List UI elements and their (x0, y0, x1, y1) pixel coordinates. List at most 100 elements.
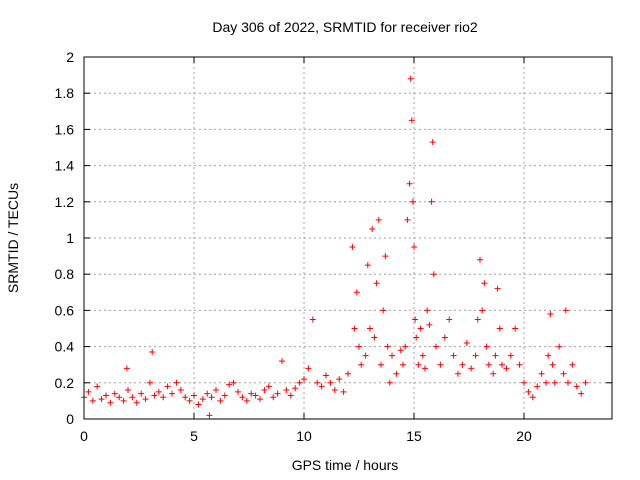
data-point (477, 256, 483, 263)
data-point (221, 392, 228, 399)
data-point (243, 397, 250, 404)
data-point (573, 383, 580, 390)
data-point (545, 352, 552, 359)
data-point (257, 396, 263, 403)
data-point (397, 347, 404, 354)
data-point (164, 383, 171, 390)
data-point (404, 216, 411, 223)
data-point (358, 361, 365, 368)
data-point (459, 361, 466, 368)
data-point (503, 365, 510, 372)
data-point (562, 307, 569, 314)
x-tick-label: 15 (406, 428, 422, 444)
data-point (296, 379, 303, 386)
data-point (367, 325, 373, 332)
data-point (549, 361, 556, 368)
data-point (206, 412, 213, 419)
data-point (323, 372, 329, 379)
data-point (474, 316, 481, 323)
data-point (305, 365, 312, 372)
data-point (169, 390, 175, 397)
y-tick-label: 1 (66, 230, 74, 246)
data-point (441, 334, 448, 341)
data-point (239, 394, 246, 401)
data-point (468, 365, 475, 372)
data-point (389, 352, 395, 359)
data-point (85, 388, 92, 395)
data-point (301, 376, 307, 383)
data-point (463, 339, 470, 346)
data-point (490, 370, 497, 377)
data-point (89, 397, 96, 404)
y-tick-label: 1.4 (55, 158, 75, 174)
data-point (402, 343, 409, 350)
data-point (400, 361, 406, 368)
data-point (204, 390, 211, 397)
data-point (309, 316, 316, 323)
data-point (261, 387, 268, 394)
data-point (412, 316, 419, 323)
data-point (94, 383, 101, 390)
data-point (279, 358, 285, 365)
data-point (407, 75, 414, 82)
data-point (371, 334, 378, 341)
data-point (428, 198, 435, 205)
data-point (252, 392, 259, 399)
data-point (492, 352, 499, 359)
data-point (111, 390, 118, 397)
data-point (411, 244, 417, 251)
data-point (186, 397, 193, 404)
data-point (349, 244, 356, 251)
data-point (560, 370, 567, 377)
data-point (551, 379, 558, 386)
data-point (543, 379, 549, 386)
data-point (195, 401, 202, 408)
data-point (149, 349, 156, 356)
data-point (107, 399, 114, 406)
y-tick-label: 0.6 (55, 302, 75, 318)
data-point (248, 390, 255, 397)
data-point (538, 370, 545, 377)
data-point (217, 397, 224, 404)
data-point (182, 394, 189, 401)
y-tick-label: 1.8 (55, 85, 75, 101)
data-point (499, 361, 505, 368)
plot-frame (83, 56, 613, 420)
data-point (340, 388, 347, 395)
data-point (327, 379, 334, 386)
y-tick-label: 0 (66, 411, 74, 427)
data-point (565, 379, 571, 386)
data-point (521, 379, 527, 386)
data-point (472, 352, 479, 359)
data-point (351, 325, 358, 332)
data-point (336, 376, 343, 383)
data-point (424, 307, 431, 314)
data-point (417, 325, 424, 332)
data-point (287, 392, 294, 399)
y-tick-label: 0.8 (55, 266, 75, 282)
data-point (270, 394, 277, 401)
chart-title: Day 306 of 2022, SRMTID for receiver rio… (212, 19, 478, 35)
data-point (393, 370, 400, 377)
data-point (147, 379, 153, 386)
grid-layer (84, 57, 612, 419)
data-point (481, 280, 488, 287)
data-point (362, 352, 369, 359)
data-point (191, 392, 197, 399)
data-point (369, 225, 376, 232)
data-point (129, 394, 136, 401)
data-point (430, 271, 437, 278)
data-point (142, 396, 149, 403)
data-point (450, 352, 457, 359)
data-point (103, 392, 109, 399)
data-point (429, 139, 436, 146)
data-point (380, 307, 387, 314)
data-point (373, 280, 380, 287)
x-tick-label: 20 (516, 428, 532, 444)
data-point (455, 370, 461, 377)
data-point (413, 334, 420, 341)
data-point (479, 307, 486, 314)
y-tick-label: 1.6 (55, 121, 75, 137)
data-point (426, 321, 433, 328)
